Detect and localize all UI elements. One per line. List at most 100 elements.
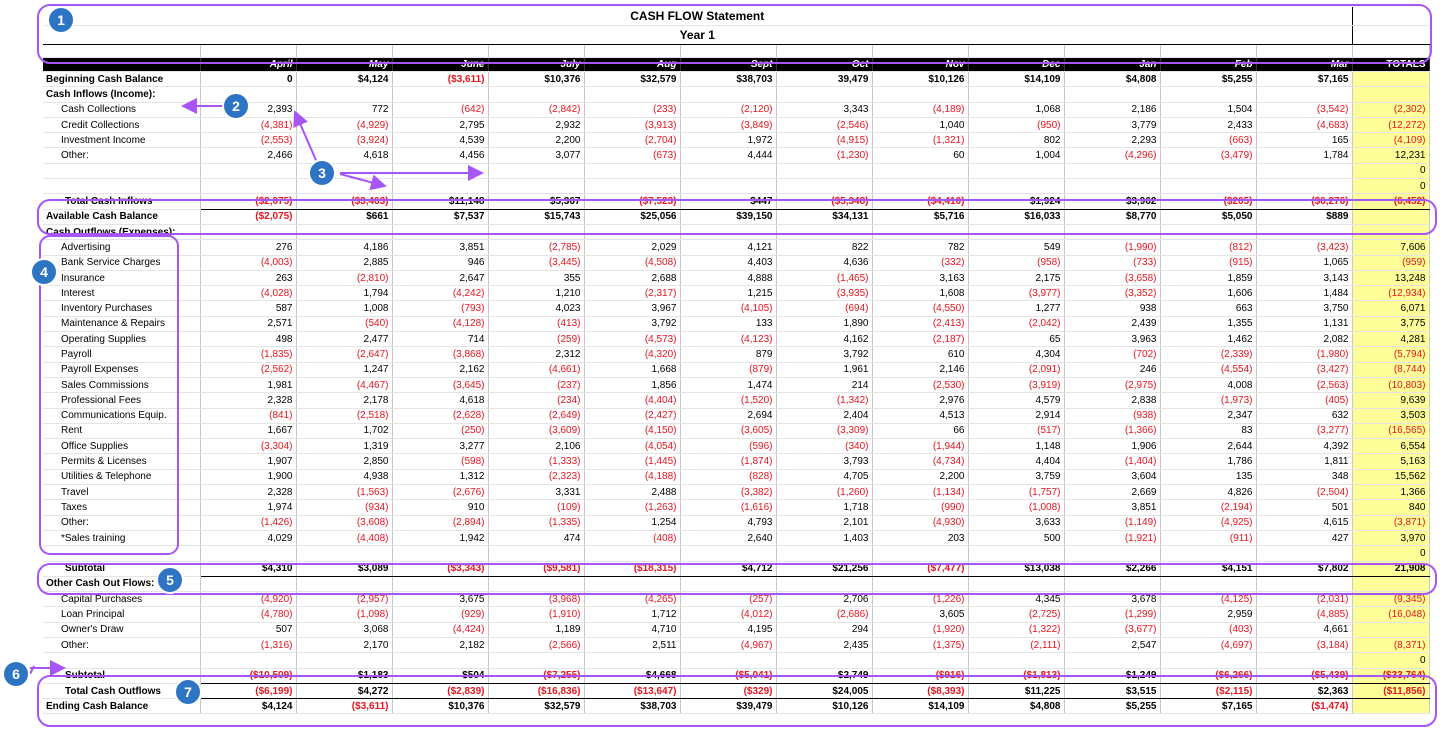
cell[interactable]: (4,404): [584, 392, 681, 409]
cell[interactable]: (2,725): [968, 606, 1065, 623]
cell[interactable]: (2,546): [776, 117, 873, 134]
cell[interactable]: 1,210: [488, 285, 585, 302]
cell[interactable]: 2,932: [488, 117, 585, 134]
cell[interactable]: 3,343: [776, 102, 873, 118]
cell[interactable]: [584, 652, 681, 669]
cell[interactable]: ($13,647): [584, 683, 681, 700]
cell[interactable]: $5,255: [1064, 698, 1161, 715]
cell[interactable]: 3,604: [1064, 469, 1161, 486]
cell[interactable]: [872, 163, 969, 180]
cell[interactable]: 3,851: [1064, 499, 1161, 516]
cell[interactable]: 2,404: [776, 408, 873, 424]
cell[interactable]: 427: [1256, 530, 1353, 547]
cell[interactable]: 276: [200, 239, 297, 256]
cell[interactable]: (2,686): [776, 606, 873, 623]
cell[interactable]: (1,299): [1064, 606, 1161, 623]
cell[interactable]: 4,162: [776, 331, 873, 348]
cell[interactable]: (4,003): [200, 255, 297, 271]
cell[interactable]: 474: [488, 530, 585, 547]
cell[interactable]: (3,645): [392, 377, 489, 394]
cell[interactable]: 4,618: [392, 392, 489, 409]
cell[interactable]: 2,178: [296, 392, 393, 409]
cell[interactable]: ($329): [680, 683, 777, 700]
total-cell[interactable]: [1352, 86, 1430, 103]
cell[interactable]: (4,734): [872, 453, 969, 470]
cell[interactable]: (2,553): [200, 132, 297, 149]
total-cell[interactable]: 5,163: [1352, 453, 1430, 470]
cell[interactable]: ($2,839): [392, 683, 489, 700]
cell[interactable]: 4,705: [776, 469, 873, 486]
cell[interactable]: 4,121: [680, 239, 777, 256]
cell[interactable]: (4,150): [584, 423, 681, 440]
cell[interactable]: 66: [872, 423, 969, 440]
cell[interactable]: [488, 178, 585, 195]
cell[interactable]: (793): [392, 300, 489, 317]
cell[interactable]: $447: [680, 193, 777, 210]
cell[interactable]: 2,312: [488, 346, 585, 363]
cell[interactable]: (3,849): [680, 117, 777, 134]
cell[interactable]: [392, 86, 489, 103]
cell[interactable]: (2,566): [488, 637, 585, 654]
total-cell[interactable]: 9,639: [1352, 392, 1430, 409]
cell[interactable]: (1,008): [968, 499, 1065, 516]
cell[interactable]: (3,913): [584, 117, 681, 134]
total-cell[interactable]: 15,562: [1352, 469, 1430, 486]
total-cell[interactable]: ($33,764): [1352, 668, 1430, 684]
cell[interactable]: (2,323): [488, 469, 585, 486]
cell[interactable]: [1064, 224, 1161, 241]
total-cell[interactable]: (8,371): [1352, 637, 1430, 654]
cell[interactable]: (237): [488, 377, 585, 394]
cell[interactable]: (1,342): [776, 392, 873, 409]
cell[interactable]: 2,082: [1256, 331, 1353, 348]
cell[interactable]: 4,404: [968, 453, 1065, 470]
cell[interactable]: $14,109: [872, 698, 969, 715]
cell[interactable]: 4,029: [200, 530, 297, 547]
cell[interactable]: [200, 652, 297, 669]
cell[interactable]: (4,189): [872, 102, 969, 118]
cell[interactable]: (2,111): [968, 637, 1065, 654]
cell[interactable]: 549: [968, 239, 1065, 256]
cell[interactable]: $4,668: [584, 668, 681, 684]
cell[interactable]: 3,605: [872, 606, 969, 623]
total-cell[interactable]: 3,970: [1352, 530, 1430, 547]
cell[interactable]: 501: [1256, 499, 1353, 516]
cell[interactable]: 507: [200, 622, 297, 638]
cell[interactable]: (958): [968, 255, 1065, 271]
cell[interactable]: (4,242): [392, 285, 489, 302]
cell[interactable]: 3,851: [392, 239, 489, 256]
total-cell[interactable]: (8,744): [1352, 362, 1430, 378]
cell[interactable]: $1,183: [296, 668, 393, 684]
cell[interactable]: [200, 86, 297, 103]
cell[interactable]: (2,194): [1160, 499, 1257, 516]
cell[interactable]: [1256, 178, 1353, 195]
cell[interactable]: 1,961: [776, 362, 873, 378]
cell[interactable]: [584, 224, 681, 241]
cell[interactable]: 2,511: [584, 637, 681, 654]
cell[interactable]: (3,277): [1256, 423, 1353, 440]
cell[interactable]: [1160, 86, 1257, 103]
cell[interactable]: [968, 224, 1065, 241]
cell[interactable]: $4,808: [1064, 71, 1161, 88]
cell[interactable]: [776, 652, 873, 669]
total-cell[interactable]: (6,452): [1352, 193, 1430, 210]
cell[interactable]: 2,488: [584, 484, 681, 501]
cell[interactable]: 610: [872, 346, 969, 363]
cell[interactable]: 3,967: [584, 300, 681, 317]
cell[interactable]: 1,484: [1256, 285, 1353, 302]
cell[interactable]: (332): [872, 255, 969, 271]
cell[interactable]: 2,914: [968, 408, 1065, 424]
cell[interactable]: $2,749: [776, 668, 873, 684]
cell[interactable]: 2,976: [872, 392, 969, 409]
cell[interactable]: (340): [776, 438, 873, 455]
cell[interactable]: (1,757): [968, 484, 1065, 501]
cell[interactable]: [200, 224, 297, 241]
cell[interactable]: [200, 545, 297, 562]
cell[interactable]: [584, 576, 681, 593]
cell[interactable]: (3,658): [1064, 270, 1161, 287]
cell[interactable]: 4,456: [392, 147, 489, 164]
cell[interactable]: 1,784: [1256, 147, 1353, 164]
cell[interactable]: [776, 576, 873, 593]
cell[interactable]: 4,710: [584, 622, 681, 638]
cell[interactable]: (828): [680, 469, 777, 486]
cell[interactable]: $13,038: [968, 561, 1065, 577]
